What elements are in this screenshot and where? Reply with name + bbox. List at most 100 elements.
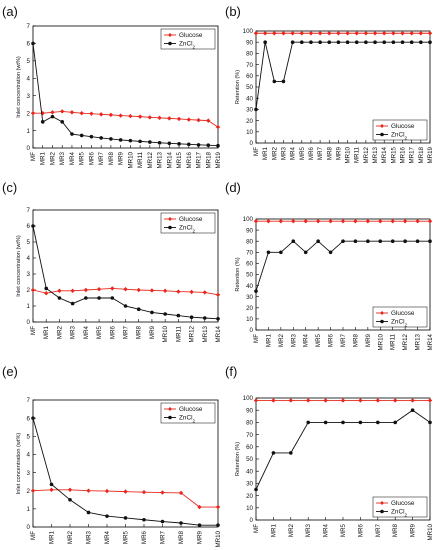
data-point-zncl2 — [327, 40, 332, 44]
x-tick-label: MR9 — [335, 146, 342, 160]
x-tick-label: MR3 — [70, 325, 77, 339]
data-point-glucose — [136, 287, 141, 293]
x-tick-label: MR10 — [377, 333, 384, 350]
data-point-glucose — [60, 109, 65, 114]
data-point-zncl2 — [216, 523, 220, 527]
y-axis-label: Inlet concentration (wt%) — [16, 56, 22, 118]
x-tick-label: MR15 — [390, 146, 397, 163]
series-line-zncl2 — [32, 43, 219, 147]
x-tick-label: MR7 — [317, 146, 324, 160]
data-point-glucose — [118, 113, 123, 118]
data-point-zncl2 — [341, 239, 345, 243]
legend-box — [160, 28, 216, 50]
legend-label: ZnCl2 — [391, 509, 408, 518]
y-tick-label: 80 — [246, 238, 253, 245]
y-tick-label: 2 — [27, 110, 31, 117]
data-point-zncl2 — [216, 143, 220, 148]
y-tick-label: 50 — [246, 456, 253, 463]
legend-marker-zncl2 — [168, 225, 172, 230]
y-tick-label: 6 — [27, 41, 31, 48]
y-tick-label: 40 — [246, 468, 253, 475]
legend-marker-glucose — [380, 501, 384, 505]
data-point-zncl2 — [79, 133, 84, 138]
data-point-glucose — [328, 219, 333, 224]
data-point-glucose — [186, 117, 191, 122]
data-point-zncl2 — [316, 239, 320, 243]
data-point-glucose — [30, 110, 36, 116]
y-axis-label: Inlet concentration (wt%) — [16, 433, 22, 495]
data-point-zncl2 — [400, 40, 405, 44]
y-tick-label: 10 — [246, 505, 253, 512]
data-point-glucose — [410, 398, 415, 403]
y-tick-label: 3 — [27, 470, 31, 477]
data-point-zncl2 — [216, 317, 220, 321]
x-tick-label: MR10 — [345, 146, 352, 163]
data-point-zncl2 — [373, 40, 377, 44]
data-point-glucose — [378, 219, 383, 224]
data-point-zncl2 — [428, 420, 432, 425]
data-point-glucose — [137, 114, 143, 119]
data-point-zncl2 — [353, 239, 358, 243]
data-point-zncl2 — [354, 40, 359, 44]
data-point-zncl2 — [358, 420, 363, 425]
x-tick-label: MR5 — [340, 523, 347, 537]
x-tick-label: MR17 — [409, 146, 416, 163]
data-point-zncl2 — [148, 140, 152, 144]
y-tick-label: 100 — [243, 28, 254, 35]
y-tick-label: 90 — [246, 407, 253, 414]
data-point-zncl2 — [341, 420, 345, 425]
x-tick-label: MR11 — [137, 151, 144, 168]
x-tick-label: MR7 — [160, 530, 167, 544]
data-point-glucose — [418, 31, 424, 36]
data-point-glucose — [306, 398, 311, 403]
x-tick-label: MR4 — [104, 530, 111, 544]
y-tick-label: 2 — [27, 488, 31, 495]
data-point-glucose — [402, 219, 408, 224]
data-point-zncl2 — [68, 497, 72, 502]
legend-box — [160, 402, 216, 424]
data-point-zncl2 — [176, 313, 181, 318]
data-point-glucose — [271, 398, 276, 403]
x-tick-label: MR7 — [340, 333, 347, 347]
data-point-glucose — [391, 31, 396, 36]
data-point-zncl2 — [266, 250, 271, 255]
x-tick-label: MR16 — [186, 151, 193, 168]
data-point-glucose — [281, 31, 286, 36]
x-tick-label: MR5 — [123, 530, 130, 544]
y-tick-label: 40 — [246, 95, 253, 102]
x-tick-label: MR1 — [270, 523, 277, 537]
x-tick-label: MR10 — [162, 325, 169, 342]
data-point-zncl2 — [299, 40, 304, 44]
x-tick-label: MR6 — [357, 523, 364, 537]
data-point-zncl2 — [202, 316, 207, 320]
x-tick-label: MR1 — [265, 333, 272, 347]
y-tick-label: 5 — [27, 239, 31, 246]
x-tick-label: MR4 — [323, 523, 330, 537]
y-tick-label: 80 — [246, 51, 253, 58]
y-tick-label: 100 — [243, 395, 254, 402]
data-point-glucose — [141, 489, 147, 495]
data-point-zncl2 — [403, 239, 407, 243]
plot-frame — [32, 25, 219, 149]
x-tick-label: MR12 — [147, 151, 154, 168]
data-point-zncl2 — [179, 521, 183, 525]
y-tick-label: 90 — [246, 39, 253, 46]
data-point-glucose — [149, 288, 155, 293]
data-point-glucose — [354, 31, 359, 36]
data-point-glucose — [393, 398, 398, 403]
data-point-glucose — [128, 113, 133, 119]
data-point-glucose — [375, 398, 380, 403]
x-tick-label: MR3 — [305, 523, 312, 537]
x-tick-label: MR2 — [288, 523, 295, 537]
data-point-zncl2 — [279, 250, 283, 255]
x-tick-label: MR9 — [365, 333, 372, 347]
y-tick-label: 50 — [246, 84, 253, 91]
data-point-glucose — [278, 219, 284, 224]
y-tick-label: 6 — [27, 223, 31, 230]
legend-box — [160, 212, 216, 234]
data-point-zncl2 — [150, 310, 154, 315]
y-axis-label: Retention (%) — [235, 442, 241, 476]
x-tick-label: MR10 — [127, 151, 134, 168]
data-point-glucose — [390, 219, 395, 224]
data-point-zncl2 — [393, 420, 398, 425]
